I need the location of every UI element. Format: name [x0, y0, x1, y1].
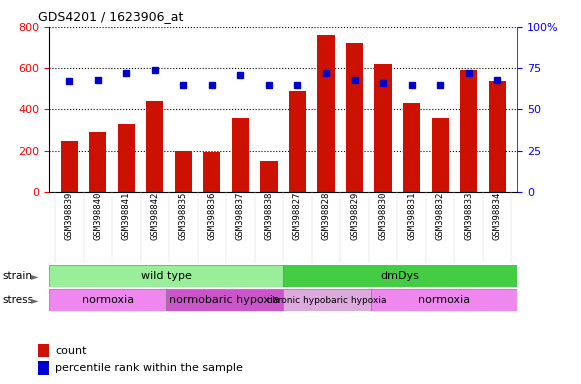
- Text: GSM398835: GSM398835: [179, 192, 188, 240]
- Text: GSM398827: GSM398827: [293, 192, 302, 240]
- Text: GSM398836: GSM398836: [207, 192, 217, 240]
- Text: normoxia: normoxia: [82, 295, 134, 305]
- Text: GSM398833: GSM398833: [464, 192, 473, 240]
- Text: ►: ►: [31, 295, 38, 305]
- Text: GSM398831: GSM398831: [407, 192, 416, 240]
- Bar: [166, 289, 284, 311]
- Bar: [346, 43, 363, 192]
- Text: GSM398830: GSM398830: [379, 192, 388, 240]
- Text: GSM398842: GSM398842: [150, 192, 159, 240]
- Text: GSM398838: GSM398838: [264, 192, 274, 240]
- Bar: [118, 124, 135, 192]
- Bar: [489, 81, 505, 192]
- Text: GSM398832: GSM398832: [436, 192, 444, 240]
- Bar: [49, 289, 166, 311]
- Text: GSM398837: GSM398837: [236, 192, 245, 240]
- Text: GSM398828: GSM398828: [321, 192, 331, 240]
- Bar: [403, 103, 420, 192]
- Bar: [260, 161, 278, 192]
- Text: GSM398829: GSM398829: [350, 192, 359, 240]
- Bar: [89, 132, 106, 192]
- Bar: [203, 152, 221, 192]
- Bar: [460, 70, 477, 192]
- Text: stress: stress: [3, 295, 34, 305]
- Bar: [284, 265, 517, 287]
- Bar: [175, 151, 192, 192]
- Bar: [432, 118, 449, 192]
- Text: wild type: wild type: [141, 271, 192, 281]
- Text: GSM398834: GSM398834: [493, 192, 501, 240]
- Text: dmDys: dmDys: [381, 271, 419, 281]
- Bar: [289, 91, 306, 192]
- Text: count: count: [55, 346, 87, 356]
- Text: GSM398840: GSM398840: [94, 192, 102, 240]
- Bar: [146, 101, 163, 192]
- Bar: [61, 141, 78, 192]
- Text: strain: strain: [3, 271, 33, 281]
- Bar: [49, 265, 284, 287]
- Text: normobaric hypoxia: normobaric hypoxia: [169, 295, 280, 305]
- Bar: [375, 64, 392, 192]
- Text: normoxia: normoxia: [418, 295, 470, 305]
- Bar: [38, 344, 49, 357]
- Text: GDS4201 / 1623906_at: GDS4201 / 1623906_at: [38, 10, 183, 23]
- Bar: [38, 361, 49, 375]
- Bar: [371, 289, 517, 311]
- Bar: [317, 35, 335, 192]
- Bar: [284, 289, 371, 311]
- Text: ►: ►: [31, 271, 38, 281]
- Text: percentile rank within the sample: percentile rank within the sample: [55, 363, 243, 373]
- Text: chronic hypobaric hypoxia: chronic hypobaric hypoxia: [267, 296, 387, 305]
- Text: GSM398839: GSM398839: [65, 192, 74, 240]
- Text: GSM398841: GSM398841: [122, 192, 131, 240]
- Bar: [232, 118, 249, 192]
